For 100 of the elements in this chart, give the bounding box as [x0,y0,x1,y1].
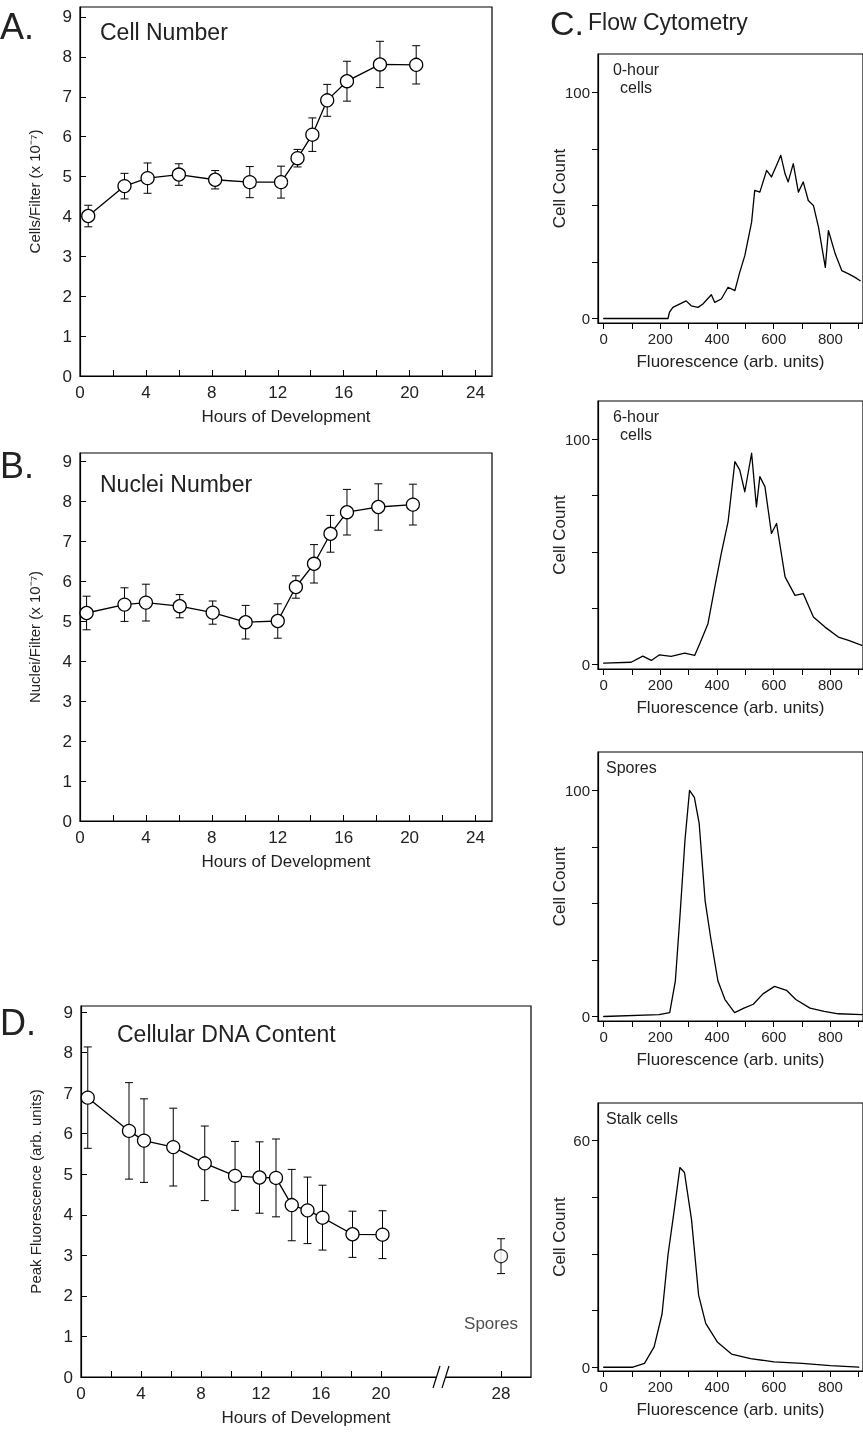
x-tick-label: 24 [466,383,485,402]
y-tick-label: 4 [62,651,72,671]
y-tick-label: 100 [564,83,590,101]
y-axis-title: Nuclei/Filter (x 10⁻⁷) [26,570,43,704]
x-tick-label: 800 [817,1028,843,1045]
point [197,1156,212,1171]
point [138,595,154,610]
x-axis-title: Fluorescence (arb. units) [636,1050,825,1069]
point [371,499,386,515]
text: Cell Number [100,18,229,45]
y-axis-title: Cells/Filter (x 10⁻⁷) [26,129,43,254]
y-tick-label: 3 [62,246,72,266]
y-tick-label: 0 [581,309,590,327]
y-axis-title: Cell Count [550,495,569,575]
y-tick-label: 4 [62,206,72,226]
x-tick-label: 16 [334,828,354,847]
y-tick-label: 1 [63,1326,73,1346]
x-tick-label: 0 [599,1378,608,1395]
point [288,579,304,595]
y-tick-label: 2 [62,286,72,306]
text: A. [0,5,35,47]
x-tick-label: 4 [136,1384,146,1403]
x-tick-label: 20 [400,383,420,402]
x-tick-label: 600 [761,676,787,693]
x-tick-label: 200 [647,1378,673,1395]
point [117,597,132,612]
y-tick-label: 1 [62,326,72,346]
y-tick-label: 9 [62,7,72,27]
point [300,1203,315,1218]
x-tick-label: 20 [371,1384,391,1403]
annotation: 6-hour cells [612,407,660,443]
x-tick-label: 400 [704,676,730,693]
x-tick-label: 600 [761,330,787,347]
x-tick-label: 200 [647,676,673,693]
point [136,1133,152,1148]
y-tick-label: 6 [62,127,72,147]
point [305,127,320,142]
y-tick-label: 0 [581,1358,590,1376]
x-axis-title: Hours of Development [201,407,371,426]
x-tick-label: 12 [268,828,288,847]
y-tick-label: 0 [581,1007,590,1025]
point [79,605,94,621]
y-tick-label: 6 [63,1124,73,1144]
point [284,1197,299,1213]
point [273,174,289,190]
point [405,497,421,512]
point [80,1090,95,1105]
point [205,605,220,620]
x-tick-label: 4 [141,383,151,402]
x-tick-label: 8 [207,383,217,402]
y-tick-label: 5 [62,167,72,187]
x-tick-label: 0 [75,383,85,402]
y-axis-title: Peak Fluorescence (arb. units) [27,1089,44,1294]
y-tick-label: 100 [564,430,590,448]
text: Spores [464,1314,518,1334]
y-tick-label: 0 [581,656,590,673]
point [306,556,322,571]
point [268,1170,284,1186]
y-tick-label: 7 [62,87,72,107]
annotation: 0-hour cells [612,60,660,96]
y-tick-label: 7 [63,1083,73,1103]
text: C. [550,3,584,42]
text: Nuclei Number [100,470,253,497]
point [238,615,253,630]
x-tick-label: 400 [704,330,730,347]
x-tick-label: 24 [466,828,485,847]
x-tick-label: 12 [251,1384,271,1403]
y-tick-label: 6 [62,571,72,591]
point [117,178,132,194]
x-tick-label: 800 [817,1378,843,1395]
x-tick-label: 0 [599,330,608,347]
y-tick-label: 9 [63,1002,73,1022]
point [140,170,155,186]
x-tick-label: 400 [704,1028,730,1045]
y-tick-label: 3 [62,691,72,711]
y-tick-label: 9 [62,451,72,471]
x-axis-title: Fluorescence (arb. units) [636,1400,825,1419]
y-tick-label: 8 [62,491,72,511]
x-tick-label: 16 [311,1384,331,1403]
x-tick-label: 0 [75,828,85,847]
y-tick-label: 5 [63,1164,73,1184]
x-tick-label: 800 [817,676,843,693]
point [166,1139,181,1155]
point [339,74,355,89]
annotation: Spores [606,758,657,776]
y-tick-label: 1 [62,771,72,791]
y-axis-title: Cell Count [550,1197,569,1277]
y-tick-label: 7 [62,531,72,551]
x-axis-title: Hours of Development [221,1408,391,1427]
line-series [603,1166,860,1368]
y-tick-label: 2 [62,731,72,751]
x-tick-label: 800 [817,330,843,347]
point [227,1168,243,1184]
x-tick-label: 28 [491,1384,511,1403]
x-tick-label: 12 [268,383,288,402]
x-tick-label: 600 [761,1028,787,1045]
x-axis-title: Fluorescence (arb. units) [636,352,825,371]
x-tick-label: 600 [761,1378,787,1395]
x-tick-label: 200 [647,1028,673,1045]
text: D. [0,1001,36,1043]
